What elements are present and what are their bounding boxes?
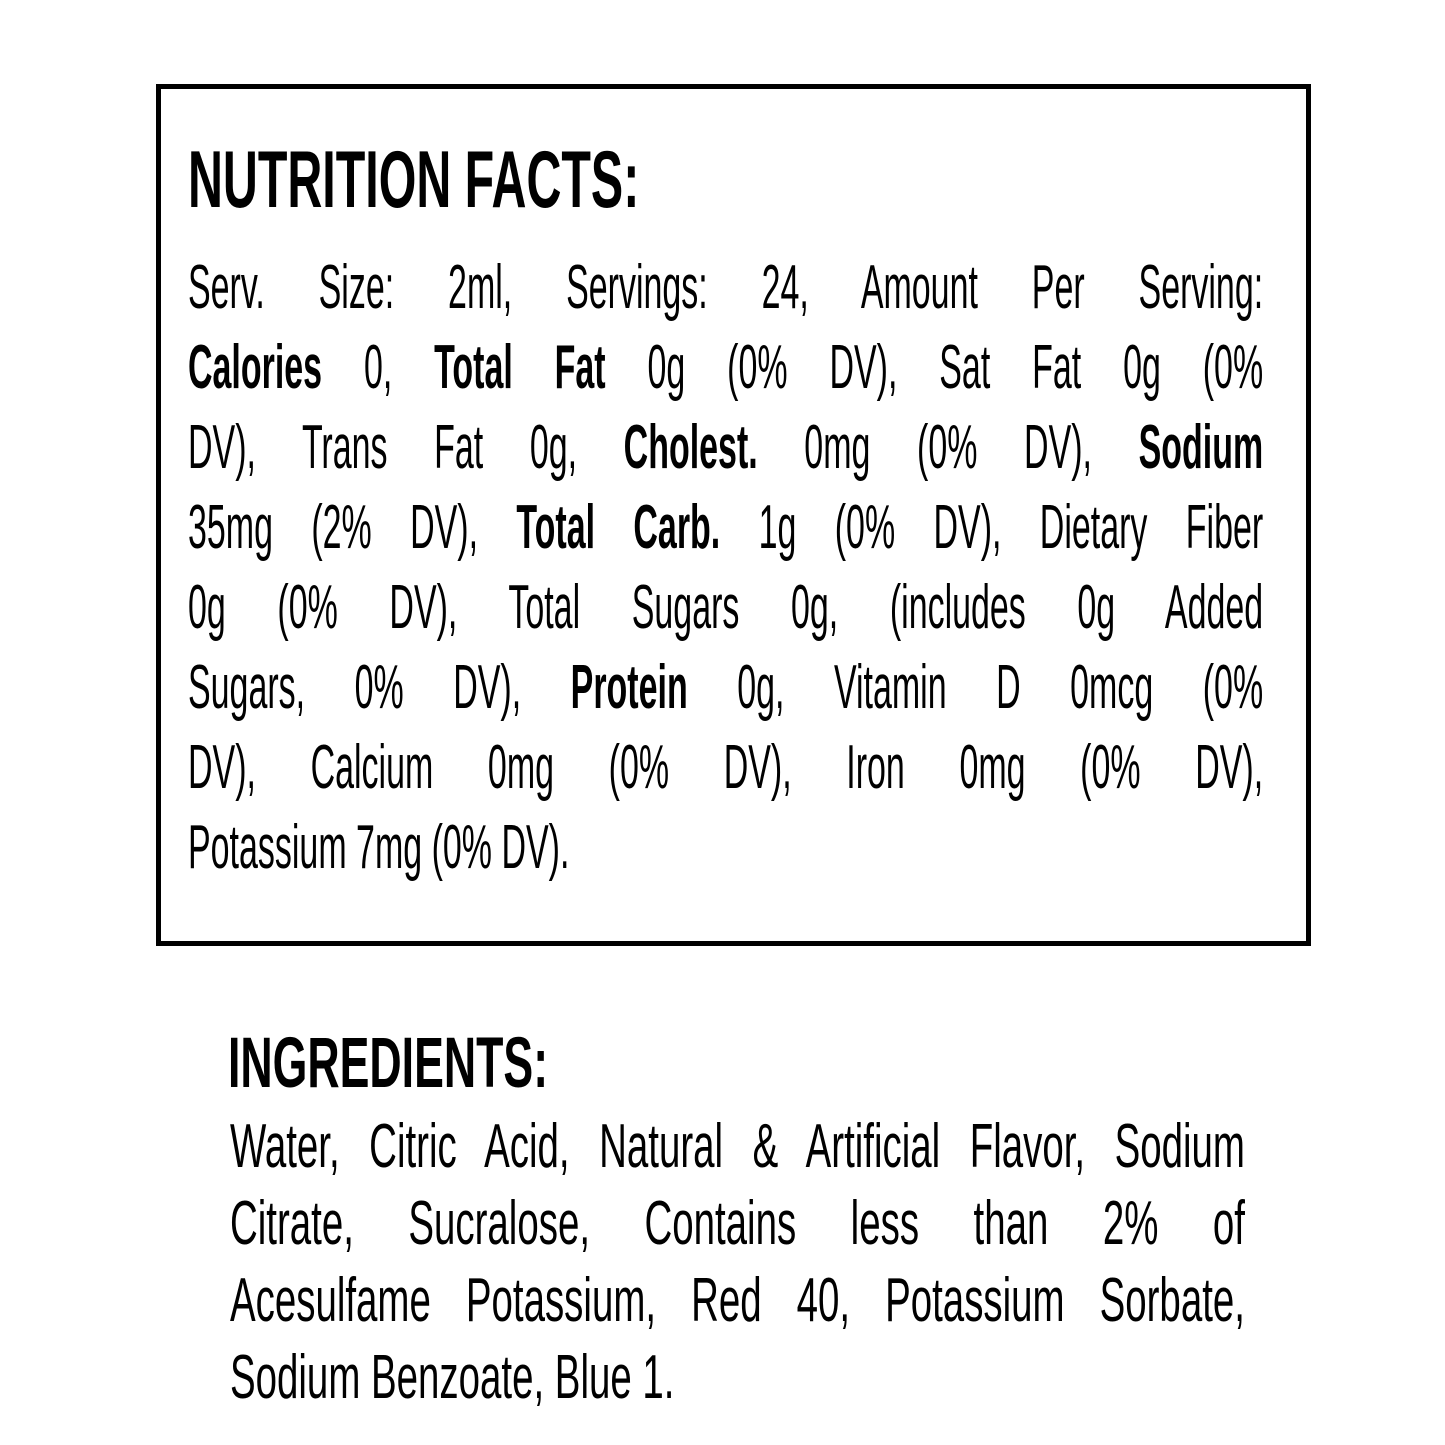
text-segment: 0g, Vitamin D 0mcg (0% [687,653,1264,722]
text-segment: Citrate, Sucralose, Contains less than 2… [230,1189,1245,1258]
nutrition-facts-box: NUTRITION FACTS: Serv. Size: 2ml, Servin… [156,84,1311,946]
text-line: Calories 0, Total Fat 0g (0% DV), Sat Fa… [188,328,1263,408]
text-segment-bold: Calories [188,333,323,402]
text-segment-bold: Protein [570,653,688,722]
text-segment: DV), Trans Fat 0g, [188,413,624,482]
text-line: Serv. Size: 2ml, Servings: 24, Amount Pe… [188,248,1263,328]
text-segment-bold: Sodium [1138,413,1264,482]
text-segment: 0g (0% DV), Sat Fat 0g (0% [605,333,1264,402]
text-segment: Water, Citric Acid, Natural & Artificial… [230,1112,1245,1181]
text-line: DV), Trans Fat 0g, Cholest. 0mg (0% DV),… [188,408,1263,488]
text-segment: Sodium Benzoate, Blue 1. [230,1343,675,1412]
ingredients-title: INGREDIENTS: [228,1024,549,1103]
text-line: Sugars, 0% DV), Protein 0g, Vitamin D 0m… [188,648,1263,728]
text-line: Water, Citric Acid, Natural & Artificial… [230,1108,1245,1185]
text-segment: Serv. Size: 2ml, Servings: 24, Amount Pe… [188,253,1264,322]
ingredients-text: Water, Citric Acid, Natural & Artificial… [230,1108,1445,1416]
text-segment: 0g (0% DV), Total Sugars 0g, (includes 0… [188,573,1264,642]
nutrition-facts-title: NUTRITION FACTS: [188,135,640,225]
text-segment-bold: Total Fat [434,333,606,402]
text-segment: 35mg (2% DV), [188,493,517,562]
text-segment: Acesulfame Potassium, Red 40, Potassium … [230,1266,1245,1335]
text-segment-bold: Cholest. [623,413,758,482]
text-segment: Sugars, 0% DV), [188,653,571,722]
text-line: Sodium Benzoate, Blue 1. [230,1339,1245,1416]
text-line: Citrate, Sucralose, Contains less than 2… [230,1185,1245,1262]
text-line: Acesulfame Potassium, Red 40, Potassium … [230,1262,1245,1339]
nutrition-facts-text: Serv. Size: 2ml, Servings: 24, Amount Pe… [188,248,1445,888]
text-line: DV), Calcium 0mg (0% DV), Iron 0mg (0% D… [188,728,1263,808]
text-segment: 0, [322,333,435,402]
text-line: Potassium 7mg (0% DV). [188,808,1263,888]
text-segment: Potassium 7mg (0% DV). [188,813,570,882]
text-line: 35mg (2% DV), Total Carb. 1g (0% DV), Di… [188,488,1263,568]
text-segment-bold: Total Carb. [516,493,721,562]
text-segment: 0mg (0% DV), [757,413,1139,482]
text-segment: 1g (0% DV), Dietary Fiber [720,493,1264,562]
text-segment: DV), Calcium 0mg (0% DV), Iron 0mg (0% D… [188,733,1264,802]
text-line: 0g (0% DV), Total Sugars 0g, (includes 0… [188,568,1263,648]
